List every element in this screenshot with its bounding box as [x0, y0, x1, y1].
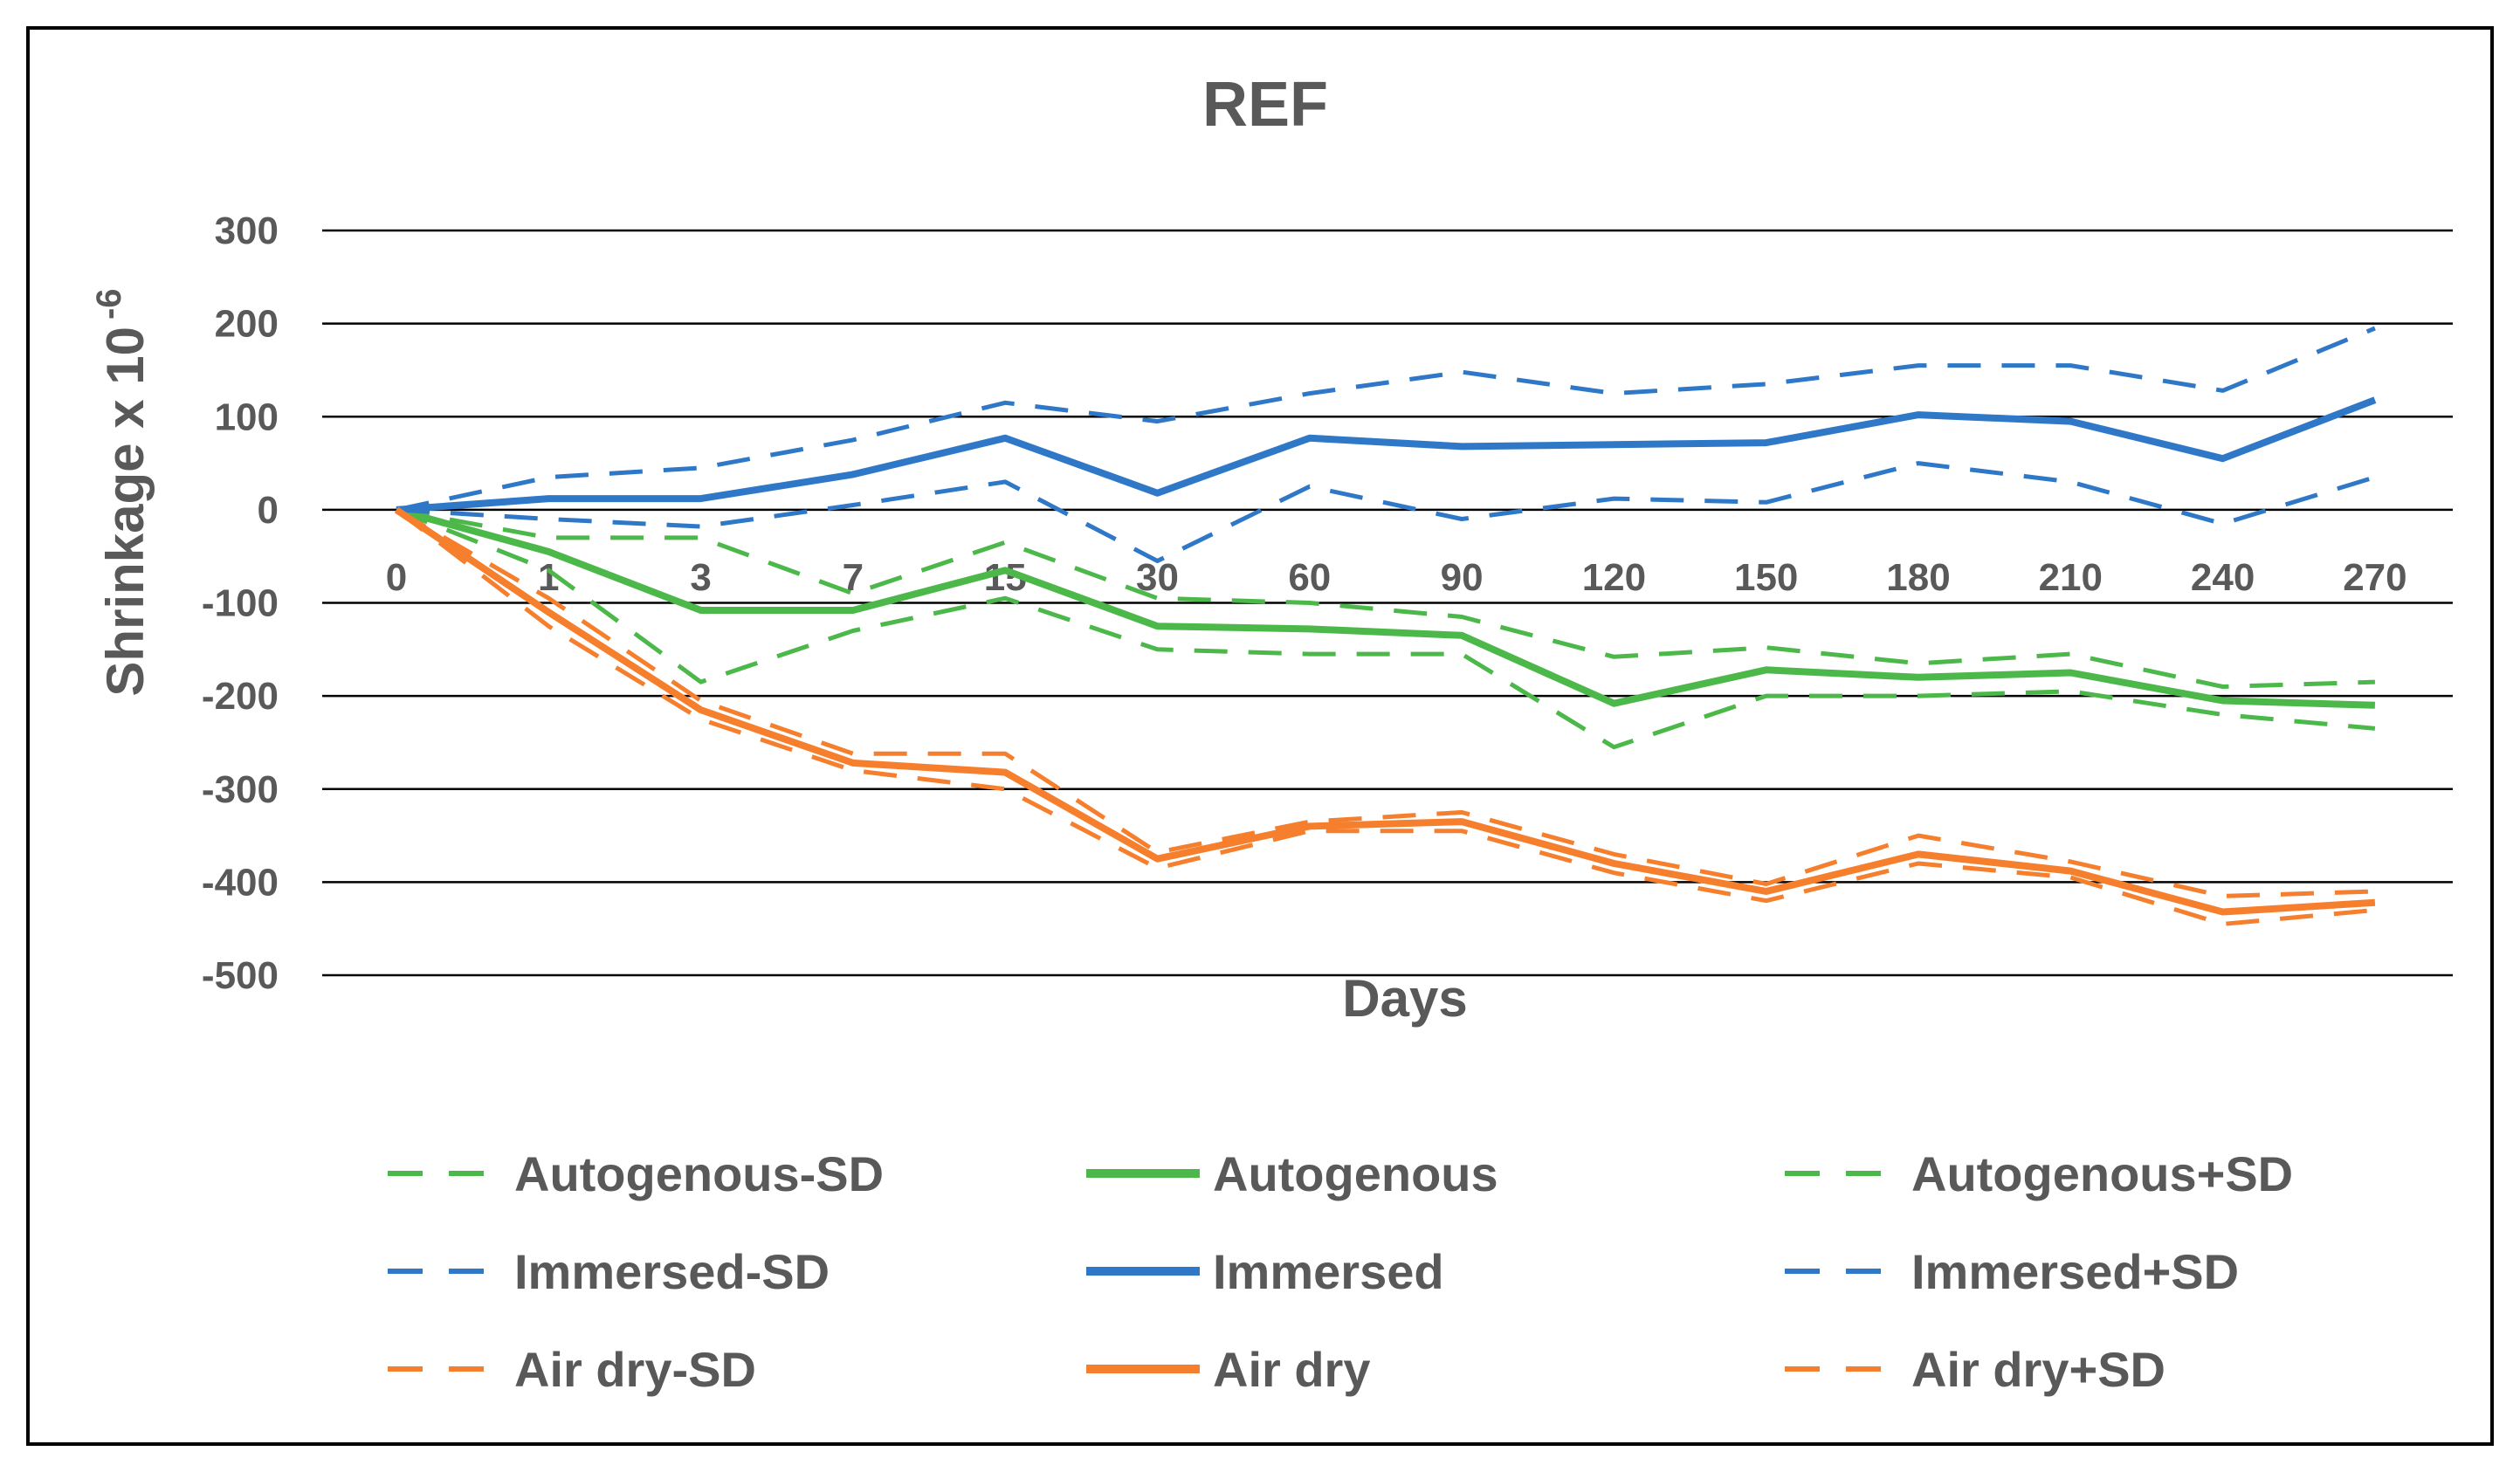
legend-label: Immersed-SD	[514, 1244, 830, 1299]
legend-item: Immersed	[1086, 1244, 1444, 1299]
series-line-autogenous	[395, 506, 2376, 709]
y-tick-label: -200	[202, 675, 279, 718]
legend-label: Immersed	[1213, 1244, 1444, 1299]
series-line-immersed-sd	[396, 461, 2376, 563]
legend: Autogenous-SD Autogenous Autogenous+SD Imme…	[388, 1146, 2293, 1397]
x-tick-label: 3	[690, 556, 711, 599]
y-tick-label: 100	[215, 396, 279, 438]
series-line-autogenous-sd	[396, 507, 2375, 689]
series-line-immersed-sd	[396, 326, 2376, 512]
chart-title: REF	[1202, 70, 1328, 140]
series-line-autogenous-sd	[396, 507, 2376, 750]
y-axis-label-text: Shrinkage x 10	[96, 327, 155, 697]
x-tick-label: 60	[1288, 556, 1331, 599]
legend-item: Autogenous-SD	[388, 1146, 884, 1201]
x-tick-label: 0	[386, 556, 407, 599]
series-lines	[394, 326, 2377, 926]
grid-lines	[322, 229, 2453, 977]
legend-item: Air dry+SD	[1785, 1342, 2165, 1397]
legend-label: Air dry+SD	[1911, 1342, 2165, 1397]
x-tick-label: 240	[2191, 556, 2255, 599]
y-axis-label: Shrinkage x 10 -6	[90, 288, 155, 696]
y-tick-label: -100	[202, 582, 279, 625]
y-tick-label: 0	[258, 489, 279, 532]
legend-item: Autogenous	[1086, 1146, 1498, 1201]
legend-label: Autogenous+SD	[1911, 1146, 2293, 1201]
series-line-air-dry	[394, 506, 2376, 916]
x-tick-label: 180	[1886, 556, 1950, 599]
y-tick-label: -300	[202, 768, 279, 811]
x-tick-label: 90	[1441, 556, 1484, 599]
y-tick-labels: 300 200 100 0 -100 -200 -300 -400 -500	[202, 210, 279, 997]
x-tick-label: 150	[1734, 556, 1798, 599]
legend-item: Air dry-SD	[388, 1342, 756, 1397]
legend-label: Immersed+SD	[1911, 1244, 2239, 1299]
x-axis-label: Days	[1342, 969, 1467, 1028]
legend-item: Autogenous+SD	[1785, 1146, 2293, 1201]
y-tick-label: -400	[202, 861, 279, 904]
y-tick-label: 200	[215, 303, 279, 346]
x-tick-label: 120	[1582, 556, 1646, 599]
series-line-air-dry-sd	[395, 507, 2375, 898]
x-tick-label: 210	[2039, 556, 2103, 599]
legend-label: Autogenous-SD	[514, 1146, 884, 1201]
legend-label: Air dry-SD	[514, 1342, 756, 1397]
legend-item: Immersed-SD	[388, 1244, 830, 1299]
legend-item: Air dry	[1086, 1342, 1371, 1397]
x-tick-labels: 0 1 3 7 15 30 60 90 120 150 180 210 240 270	[386, 556, 2407, 599]
x-tick-label: 270	[2343, 556, 2406, 599]
y-tick-label: 300	[215, 210, 279, 252]
legend-item: Immersed+SD	[1785, 1244, 2239, 1299]
legend-label: Autogenous	[1213, 1146, 1498, 1201]
series-line-air-dry-sd	[395, 507, 2376, 926]
y-axis-label-exponent: -6	[90, 288, 128, 320]
y-tick-label: -500	[202, 954, 279, 997]
legend-label: Air dry	[1213, 1342, 1371, 1397]
series-line-immersed	[396, 396, 2377, 513]
